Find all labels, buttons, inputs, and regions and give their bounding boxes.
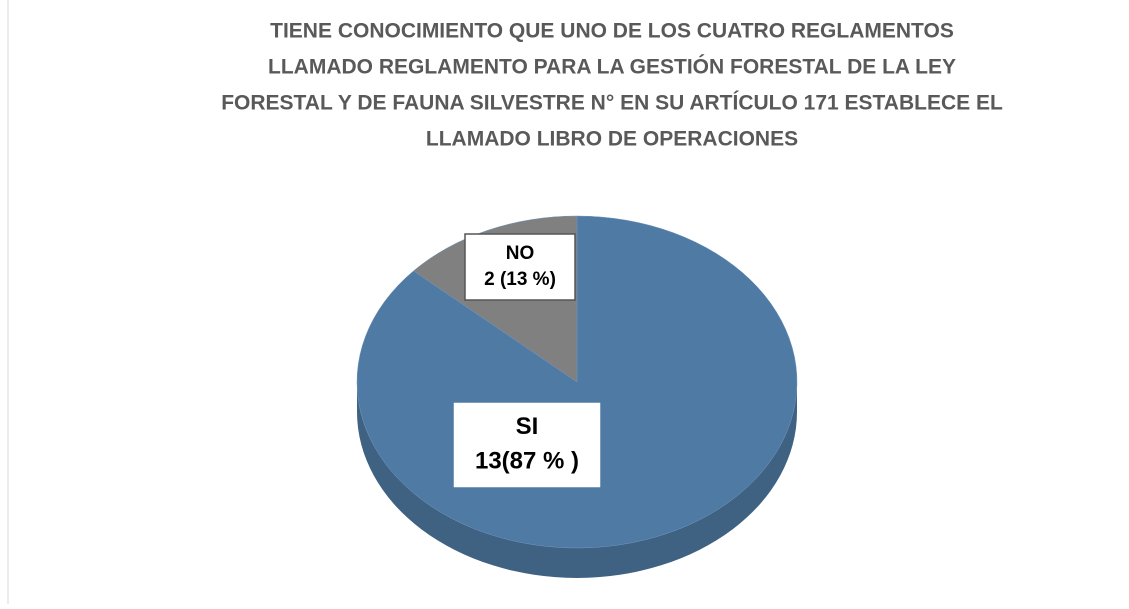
data-label: 2 (13 %) (484, 269, 556, 290)
pie-side (357, 382, 797, 578)
data-label-box (452, 401, 602, 489)
data-label-box (464, 233, 576, 301)
data-label: 13(87 % ) (475, 448, 579, 475)
legend-label: SI (516, 413, 539, 440)
chart-title: LLAMADO LIBRO DE OPERACIONES (426, 128, 798, 151)
chart-title: FORESTAL Y DE FAUNA SILVESTRE N° EN SU A… (221, 92, 1003, 115)
legend-label: NO (506, 243, 535, 264)
chart-title: TIENE CONOCIMIENTO QUE UNO DE LOS CUATRO… (270, 20, 954, 43)
chart-title: LLAMADO REGLAMENTO PARA LA GESTIÓN FORES… (268, 55, 956, 79)
